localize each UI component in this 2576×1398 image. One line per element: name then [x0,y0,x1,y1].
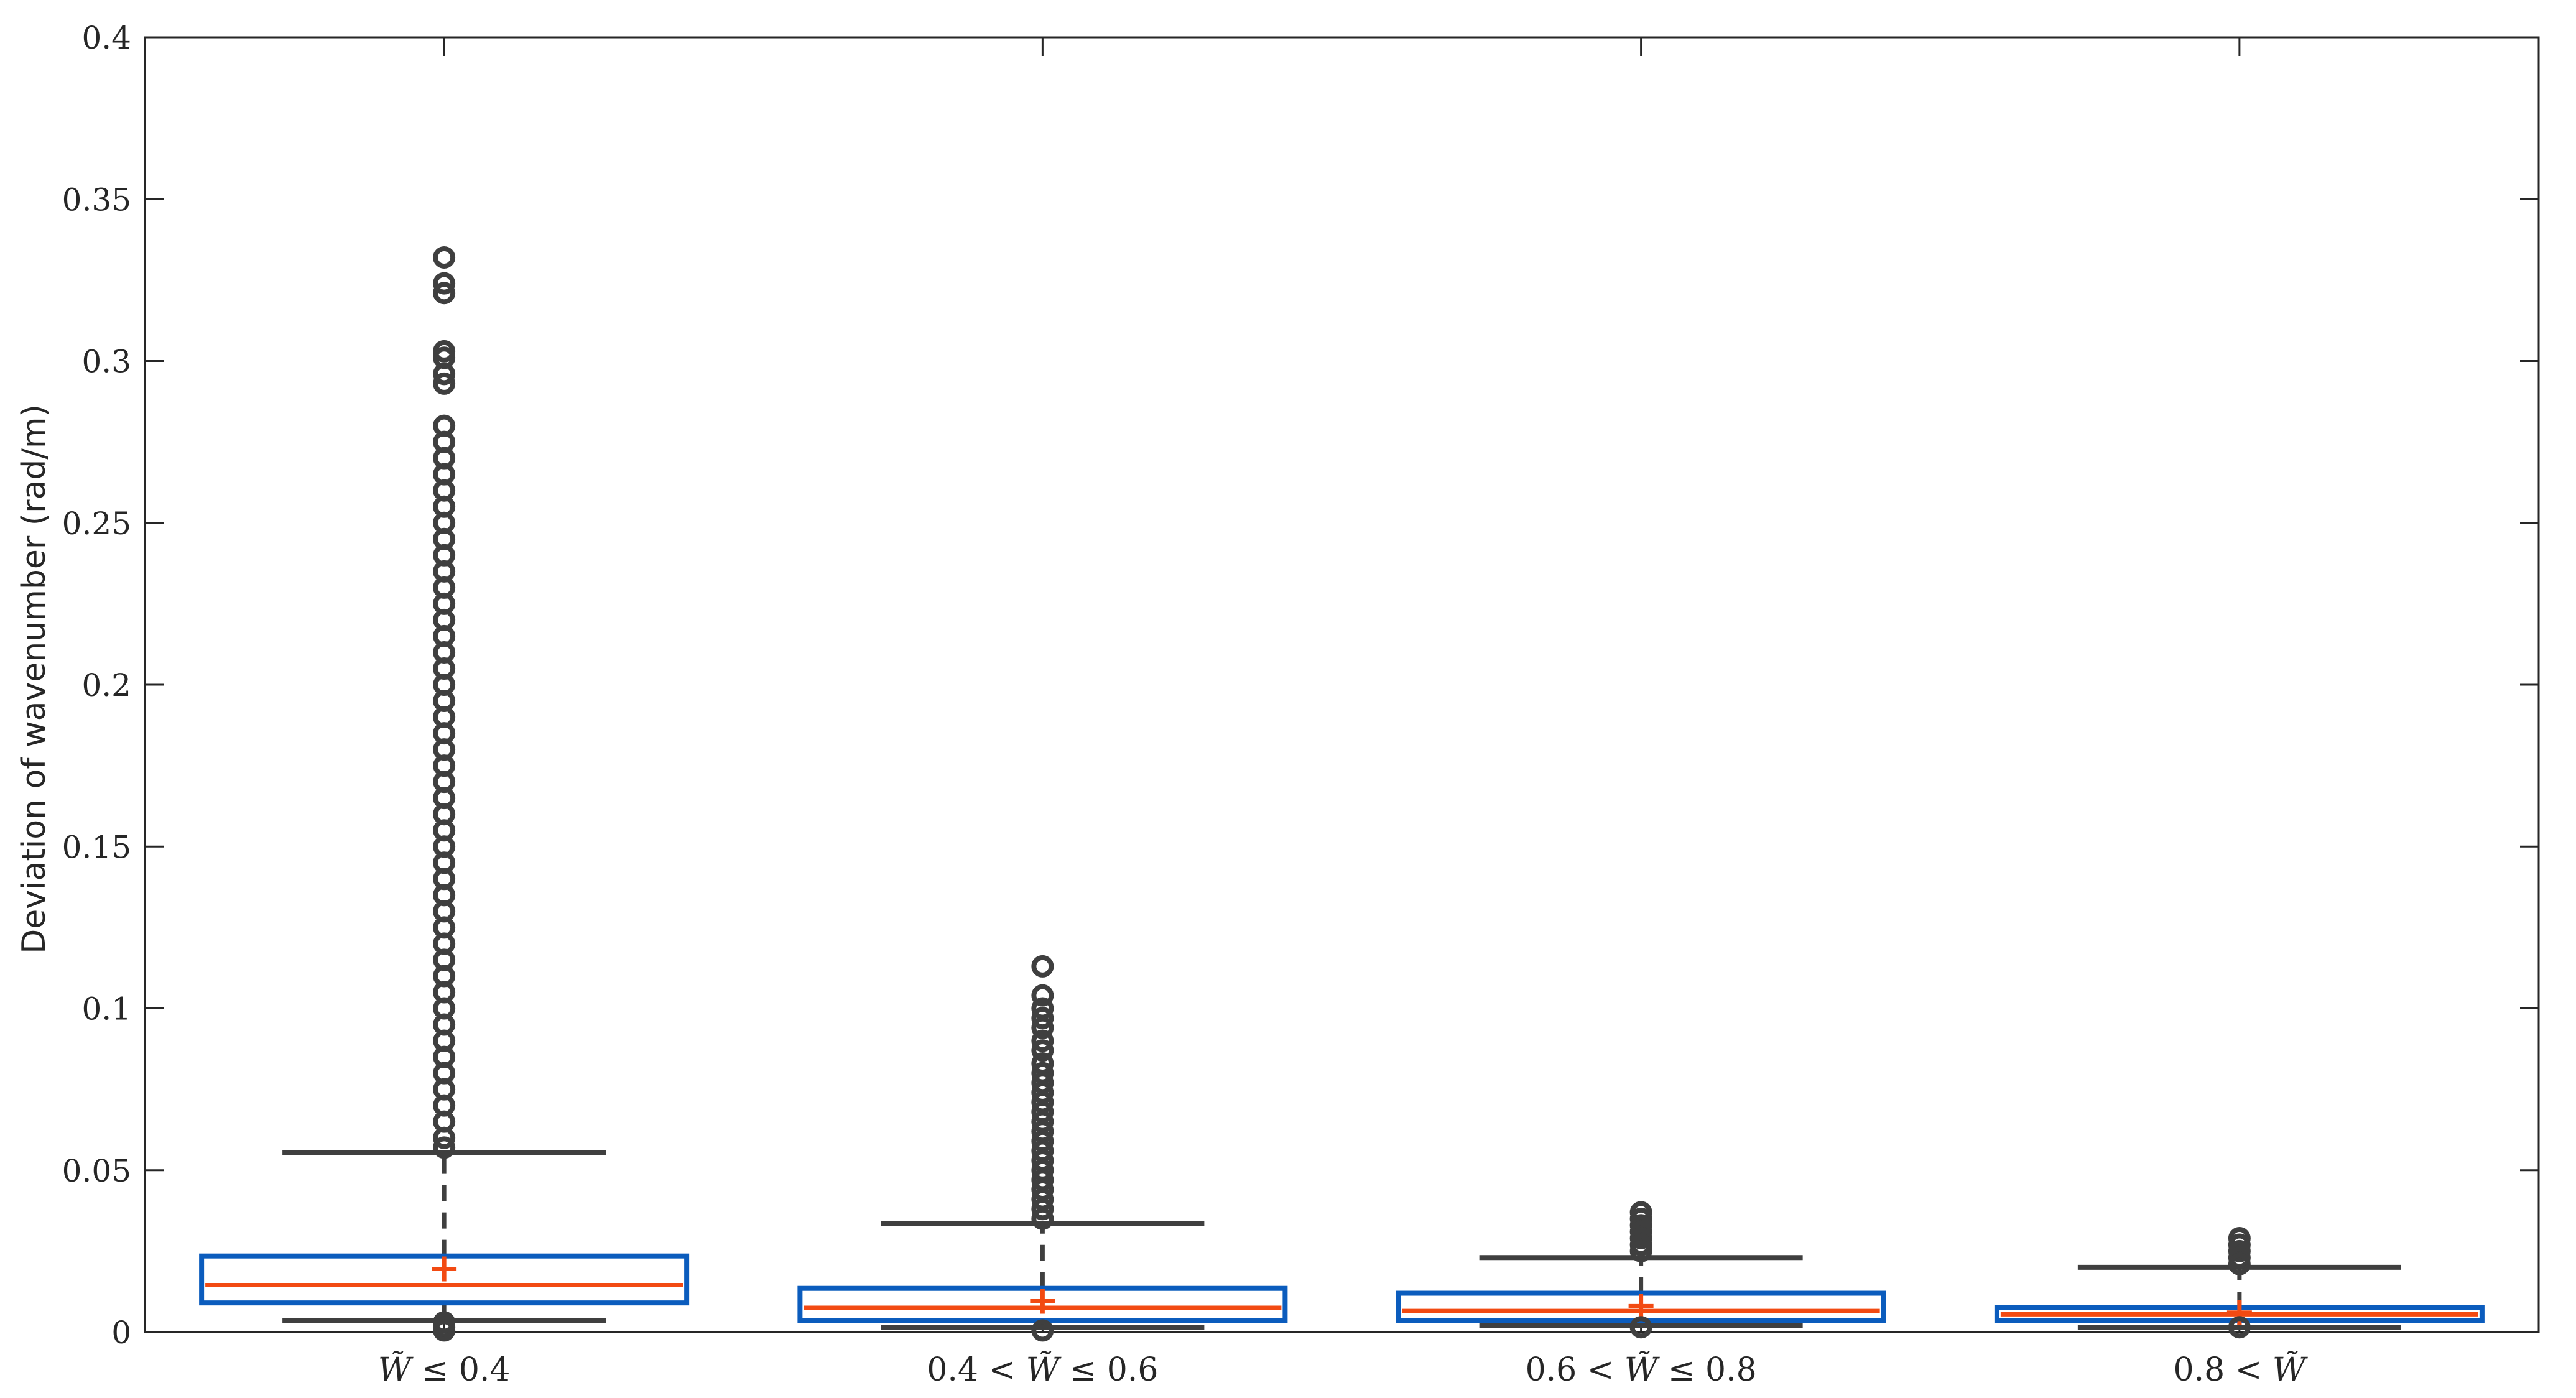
outlier-point [433,272,456,295]
outlier-point [2228,1316,2251,1339]
axes-frame [144,36,2540,1333]
outlier-point [433,363,456,386]
y-axis-label: Deviation of wavenumber (rad/m) [16,404,53,954]
y-tick-label: 0.3 [81,344,131,380]
y-tick-label: 0.1 [81,991,131,1027]
outlier-point [1031,1016,1054,1039]
box-group-1 [199,246,690,1342]
y-tick-label: 0.2 [81,667,131,703]
x-tick-label: 0.8 < W̃ [2173,1351,2307,1389]
outlier-point [433,246,456,269]
outlier-point [433,282,456,305]
outlier-point [1031,1007,1054,1030]
y-tick-label: 0.35 [62,182,131,218]
outlier-point [1031,1207,1054,1230]
box-groups [199,246,2485,1342]
outlier-point [433,1126,456,1149]
outlier-point [1031,1319,1054,1342]
outlier-point [1629,1239,1652,1262]
box-group-2 [797,955,1288,1342]
y-tick-label: 0.15 [62,829,131,865]
plot-area-border [144,36,2540,1333]
outlier-point [433,1136,456,1159]
outlier-point [2228,1252,2251,1275]
outlier-point [1031,1198,1054,1221]
x-tick-label: 0.6 < W̃ ≤ 0.8 [1526,1351,1757,1389]
x-axis-ticks: W̃ ≤ 0.4 0.4 < W̃ ≤ 0.6 0.6 < W̃ ≤ 0.8 0.8 … [378,37,2308,1389]
x-tick-label: W̃ ≤ 0.4 [378,1351,511,1389]
box-group-3 [1396,1201,1886,1339]
y-tick-label: 0.4 [81,20,131,56]
outlier-point [1629,1316,1652,1339]
outlier-point [1031,955,1054,978]
outlier-point [1031,984,1054,1007]
outlier-point [433,1319,456,1342]
y-tick-label: 0.25 [62,506,131,542]
outlier-point [1031,1039,1054,1062]
box-group-4 [1994,1227,2485,1339]
y-axis-ticks: 0 0.05 0.1 0.15 0.2 0.25 0.3 0.35 0.4 [62,20,2539,1351]
outlier-point [433,372,456,395]
outlier-point [1031,1029,1054,1052]
y-tick-label: 0.05 [62,1153,131,1189]
x-tick-label: 0.4 < W̃ ≤ 0.6 [927,1351,1158,1389]
y-tick-label: 0 [111,1315,131,1351]
